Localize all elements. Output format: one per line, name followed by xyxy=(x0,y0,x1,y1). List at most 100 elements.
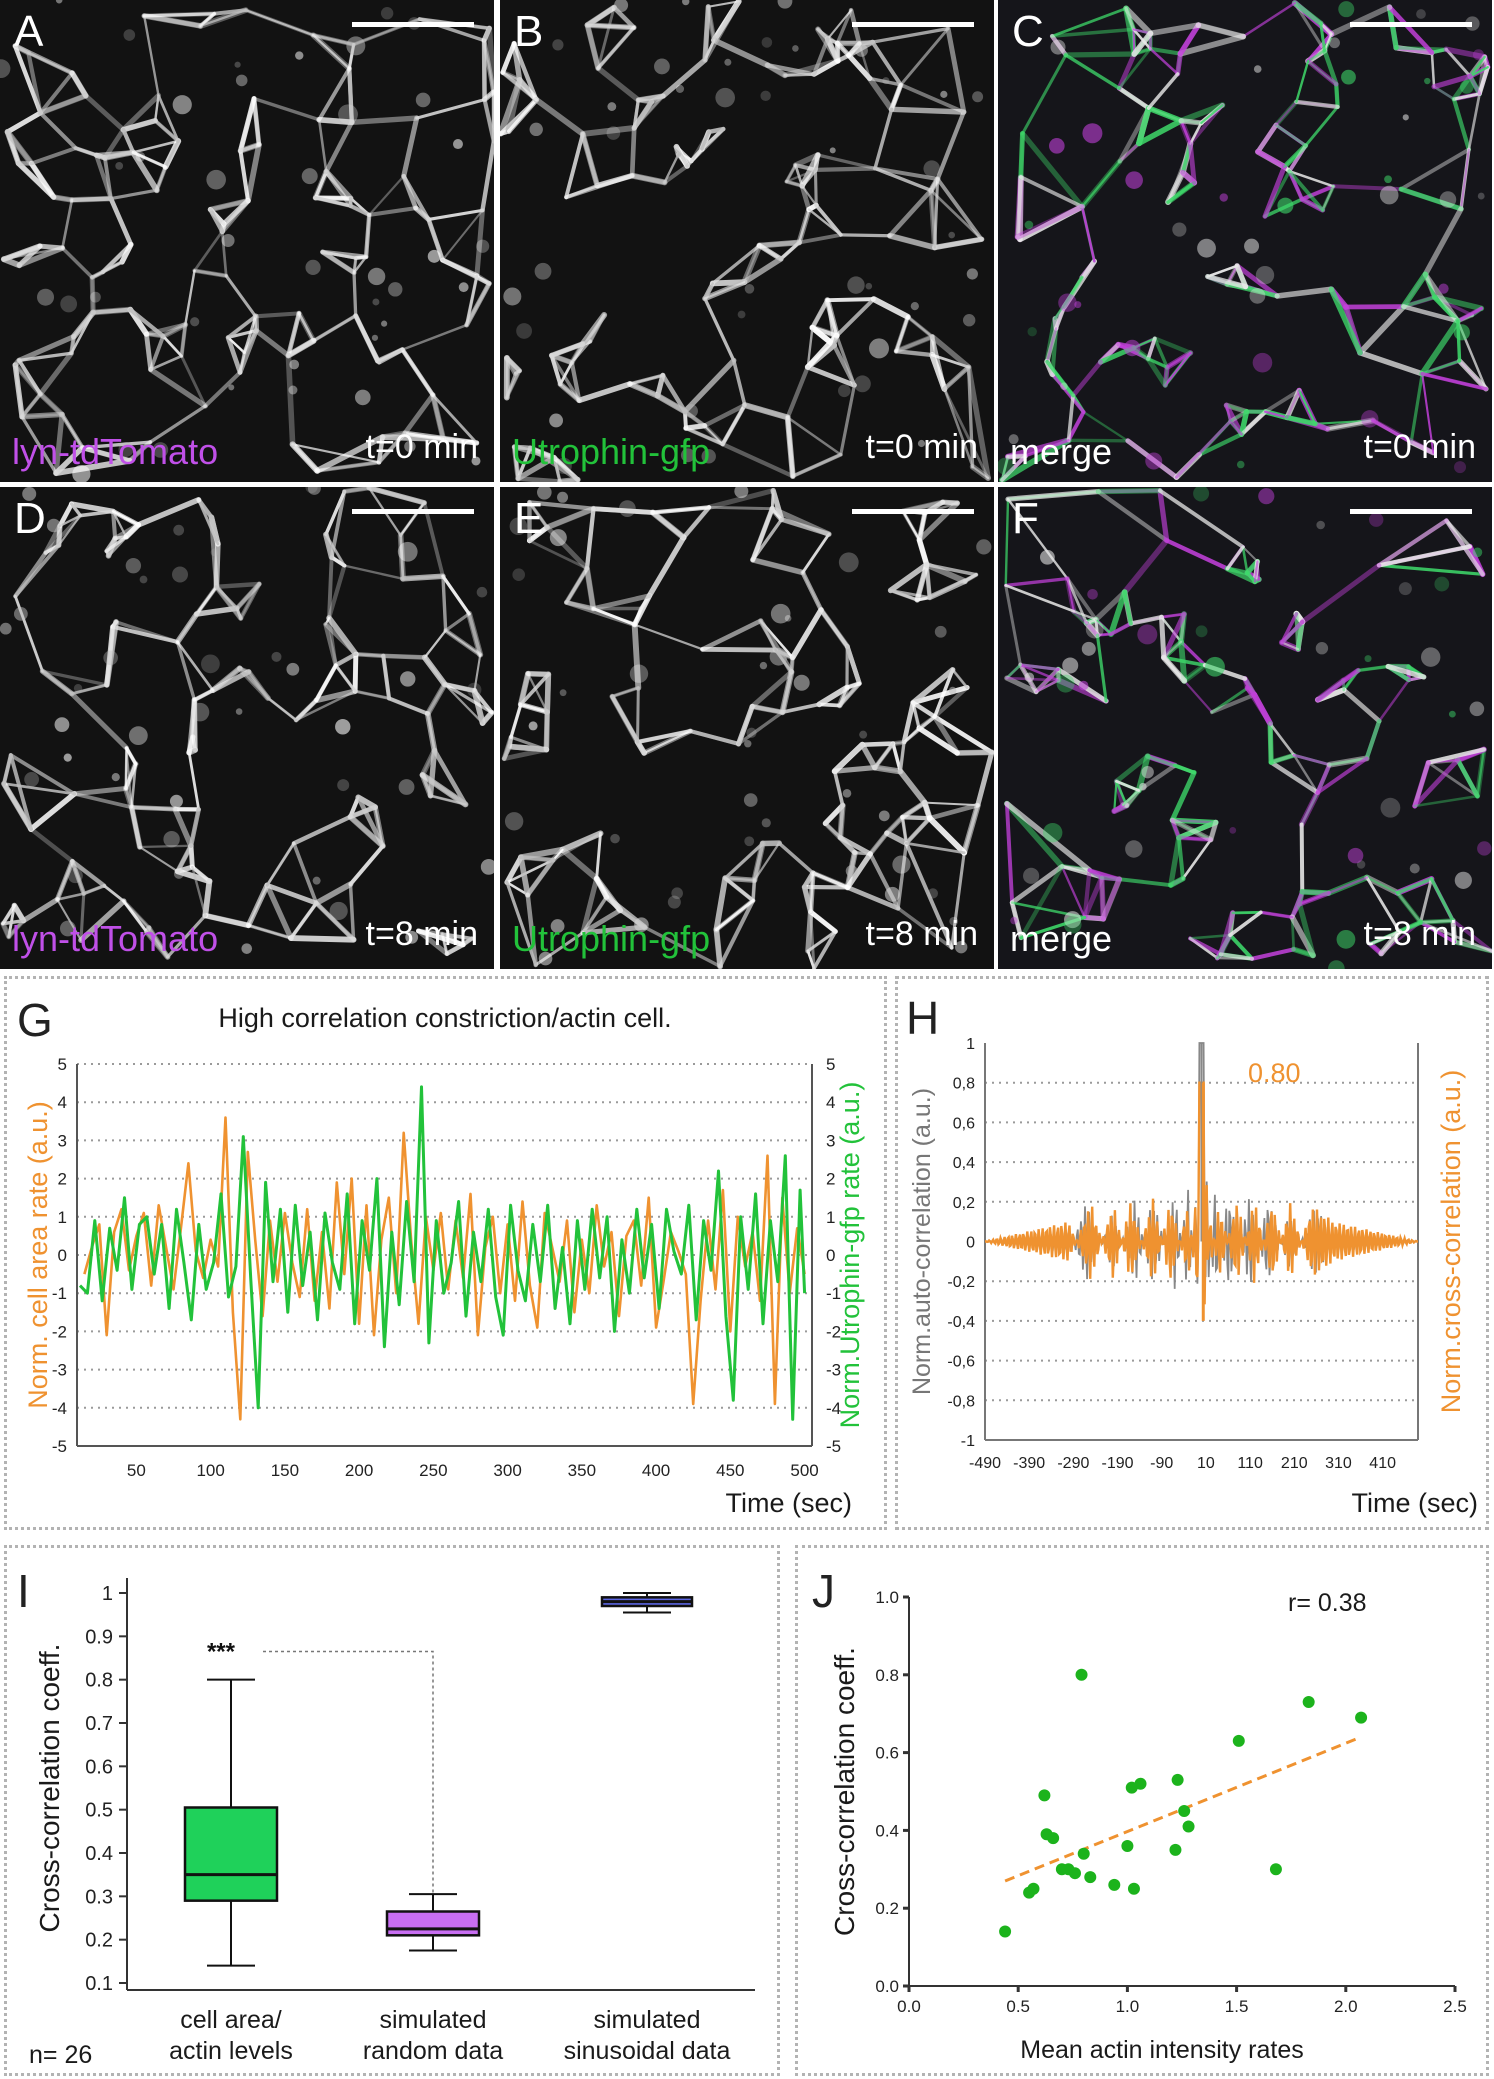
panel-label-c: C xyxy=(1012,7,1044,56)
panel-label-b: B xyxy=(514,7,544,56)
channel-label: lyn-tdTomato xyxy=(12,918,219,959)
x-tick-label: 150 xyxy=(271,1461,299,1480)
x-tick-label: 450 xyxy=(716,1461,744,1480)
micrograph-background xyxy=(0,0,494,482)
x-tick-label: 200 xyxy=(345,1461,373,1480)
panel-label-g: G xyxy=(17,994,53,1046)
x-tick-label: 2.0 xyxy=(1334,1997,1358,2016)
y-tick-label-right: -5 xyxy=(826,1437,841,1456)
y-tick-label: 0,6 xyxy=(953,1115,975,1132)
y-tick-label-right: 3 xyxy=(826,1131,835,1150)
y-tick-label: 5 xyxy=(58,1055,67,1074)
y-tick-label: 1 xyxy=(58,1208,67,1227)
channel-label: merge xyxy=(1010,918,1113,959)
micrograph-texture xyxy=(998,487,1492,969)
x-axis-label: Mean actin intensity rates xyxy=(1020,2036,1303,2064)
y-tick-label: 0 xyxy=(58,1246,67,1265)
x-tick-label: -390 xyxy=(1013,1455,1045,1472)
membrane-network xyxy=(998,0,1491,482)
panel-j: J 0.0 0.2 0.4 0.6 0.8 1.0 0.0 0.5 1.0 1.5 2.0 2.5 r=… xyxy=(795,1545,1489,2076)
x-tick-label: 1.5 xyxy=(1225,1997,1249,2016)
time-label: t=8 min xyxy=(365,915,478,953)
y-tick-label: 0.4 xyxy=(875,1821,899,1840)
panel-h: H -1 -0,8 -0,6 -0,4 -0,2 0 0,2 0,4 0,6 0,8 1 -490 -3… xyxy=(895,976,1489,1530)
category-label: random data xyxy=(363,2037,503,2065)
n-label: n= 26 xyxy=(29,2041,92,2069)
significance-label: *** xyxy=(207,1639,236,1666)
x-tick-label: -290 xyxy=(1057,1455,1089,1472)
channel-label: merge xyxy=(1010,431,1113,472)
box-2 xyxy=(385,1910,481,1937)
x-tick-label: 300 xyxy=(493,1461,521,1480)
correlation-value: 0.80 xyxy=(1248,1058,1301,1088)
micrograph-background xyxy=(998,0,1492,482)
x-tick-label: 500 xyxy=(790,1461,818,1480)
y-tick-label: -3 xyxy=(52,1361,67,1380)
data-point xyxy=(1355,1711,1368,1724)
x-axis-label: Time (sec) xyxy=(726,1488,853,1518)
x-tick-label: 110 xyxy=(1237,1455,1263,1472)
significance-bracket xyxy=(263,1650,434,1895)
time-label: t=8 min xyxy=(865,915,978,953)
y-tick-label: -0,4 xyxy=(947,1314,975,1331)
y-axis-label: Cross-correlation coeff. xyxy=(829,1647,860,1936)
y-tick-label: 0.2 xyxy=(85,1930,113,1952)
y-tick-label: -1 xyxy=(961,1433,975,1450)
y-tick-label: -0,6 xyxy=(947,1354,975,1371)
panel-label-e: E xyxy=(514,494,544,543)
y-tick-label: 0.1 xyxy=(85,1973,113,1995)
data-point xyxy=(1302,1696,1315,1709)
x-tick-label: 0.0 xyxy=(897,1997,921,2016)
time-label: t=8 min xyxy=(1363,915,1476,953)
y-tick-label: -0,8 xyxy=(947,1393,975,1410)
y-tick-label: -1 xyxy=(52,1284,67,1303)
x-tick-label: 10 xyxy=(1197,1455,1215,1472)
y-tick-label: 0.8 xyxy=(85,1670,113,1692)
series-line-utrophin xyxy=(78,1085,807,1421)
panel-label-j: J xyxy=(812,1565,835,1617)
y-tick-label: -0,2 xyxy=(947,1274,975,1291)
y-tick-label: 0,2 xyxy=(953,1195,975,1212)
data-point xyxy=(1038,1789,1051,1802)
x-tick-label: 310 xyxy=(1325,1455,1352,1472)
panel-g: G High correlation constriction/actin ce… xyxy=(4,976,887,1530)
chart-h: -1 -0,8 -0,6 -0,4 -0,2 0 0,2 0,4 0,6 0,8 1 -490 -390… xyxy=(908,1036,1478,1518)
channel-label: lyn-tdTomato xyxy=(12,431,219,472)
data-point xyxy=(1232,1734,1245,1747)
chart-title: High correlation constriction/actin cell… xyxy=(218,1003,671,1033)
y-tick-label: 3 xyxy=(58,1131,67,1150)
data-point xyxy=(1121,1839,1134,1852)
category-label: simulated xyxy=(380,2006,487,2034)
y-tick-label-right: -2 xyxy=(826,1322,841,1341)
x-tick-label: 2.5 xyxy=(1443,1997,1467,2016)
x-tick-label: 1.0 xyxy=(1116,1997,1140,2016)
scale-bar xyxy=(352,509,474,514)
data-point xyxy=(1075,1668,1088,1681)
scale-bar xyxy=(352,22,474,27)
micrograph-texture xyxy=(0,0,494,482)
y-tick-label: 4 xyxy=(58,1093,67,1112)
y-axis-label: Norm.auto-correlation (a.u.) xyxy=(908,1088,936,1395)
y-tick-label: 1.0 xyxy=(875,1588,899,1607)
y-axis-label: Norm. cell area rate (a.u.) xyxy=(23,1101,53,1409)
y-axis-label: Cross-correlation coeff. xyxy=(34,1644,65,1933)
x-tick-label: -490 xyxy=(969,1455,1001,1472)
y-tick-label-right: 2 xyxy=(826,1170,835,1189)
chart-j: 0.0 0.2 0.4 0.6 0.8 1.0 0.0 0.5 1.0 1.5 2.0 2.5 r= 0… xyxy=(829,1588,1467,2064)
micrograph-texture xyxy=(0,487,494,969)
data-point xyxy=(1027,1882,1040,1895)
category-label: simulated xyxy=(594,2006,701,2034)
y-tick-label-right: 0 xyxy=(826,1246,835,1265)
membrane-network xyxy=(0,0,494,482)
y-tick-label: 2 xyxy=(58,1170,67,1189)
y-tick-label-right: 4 xyxy=(826,1093,835,1112)
y-tick-label: 0.7 xyxy=(85,1713,113,1735)
y-tick-label-right: -1 xyxy=(826,1284,841,1303)
category-label: cell area/ xyxy=(180,2006,281,2034)
category-label: sinusoidal data xyxy=(564,2037,731,2065)
time-label: t=0 min xyxy=(1363,428,1476,466)
data-point xyxy=(1047,1832,1060,1845)
series-line-cell-area xyxy=(83,1116,806,1421)
